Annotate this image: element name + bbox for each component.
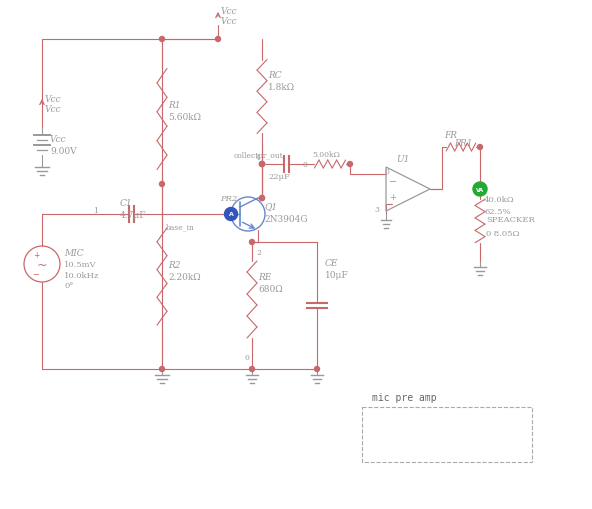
Text: 2N3904G: 2N3904G	[264, 214, 308, 223]
Text: SPEACKER: SPEACKER	[486, 216, 535, 223]
Text: 10.5mV: 10.5mV	[64, 261, 96, 268]
Text: 4.7μF: 4.7μF	[120, 210, 147, 219]
Circle shape	[159, 367, 165, 372]
Text: 40.0kΩ: 40.0kΩ	[484, 195, 514, 204]
Text: PR2: PR2	[220, 194, 237, 203]
Circle shape	[478, 187, 482, 192]
Text: Vcc: Vcc	[50, 135, 66, 144]
Text: base_in: base_in	[166, 222, 195, 231]
Text: 2.20kΩ: 2.20kΩ	[168, 273, 201, 282]
Text: RC: RC	[268, 70, 282, 79]
Text: +: +	[33, 250, 39, 259]
Text: A: A	[229, 212, 233, 217]
Text: VA: VA	[476, 187, 484, 192]
Text: +: +	[390, 193, 397, 202]
Circle shape	[159, 38, 165, 42]
Text: −: −	[389, 177, 397, 187]
Text: R2: R2	[168, 260, 181, 269]
Text: 22μF: 22μF	[268, 173, 290, 181]
Circle shape	[259, 162, 265, 167]
Text: mic pre amp: mic pre amp	[372, 392, 437, 402]
Text: Vcc: Vcc	[45, 104, 62, 114]
Circle shape	[249, 367, 255, 372]
Circle shape	[224, 208, 237, 221]
Text: 9.00V: 9.00V	[50, 147, 76, 156]
Text: FR: FR	[444, 131, 457, 140]
Text: 62.5%: 62.5%	[484, 208, 510, 216]
Text: 4: 4	[256, 154, 261, 162]
Text: 0: 0	[302, 161, 307, 168]
Text: 0: 0	[244, 353, 249, 361]
Text: 10.0kHz: 10.0kHz	[64, 271, 99, 279]
Circle shape	[159, 182, 165, 187]
Text: 0 8.05Ω: 0 8.05Ω	[486, 230, 519, 238]
Circle shape	[249, 240, 255, 245]
Circle shape	[478, 145, 482, 150]
Text: Vcc: Vcc	[45, 94, 62, 103]
Text: 10μF: 10μF	[325, 270, 349, 279]
Circle shape	[473, 183, 487, 196]
Text: CE: CE	[325, 258, 339, 267]
Text: ~: ~	[37, 258, 47, 271]
Circle shape	[348, 162, 352, 167]
Circle shape	[314, 367, 320, 372]
Circle shape	[259, 162, 265, 167]
Circle shape	[259, 162, 265, 167]
Circle shape	[259, 196, 265, 201]
Circle shape	[259, 196, 265, 201]
Text: 0°: 0°	[64, 281, 73, 290]
Text: 3: 3	[374, 206, 379, 214]
Text: 680Ω: 680Ω	[258, 285, 282, 294]
Circle shape	[215, 38, 220, 42]
Text: Q1: Q1	[264, 202, 277, 211]
Text: PR1: PR1	[454, 139, 472, 148]
Text: MIC: MIC	[64, 248, 83, 257]
Text: 1: 1	[93, 207, 98, 215]
Text: Vcc: Vcc	[221, 17, 237, 26]
Text: U1: U1	[396, 155, 410, 164]
Text: collector_out: collector_out	[234, 151, 284, 159]
Text: 5.60kΩ: 5.60kΩ	[168, 114, 201, 122]
Text: −: −	[33, 270, 40, 279]
Text: 5.00kΩ: 5.00kΩ	[312, 151, 340, 159]
Text: RE: RE	[258, 273, 271, 282]
Text: Vcc: Vcc	[221, 8, 237, 16]
Text: R1: R1	[168, 100, 181, 109]
Text: 2: 2	[256, 248, 261, 257]
Text: 1.8kΩ: 1.8kΩ	[268, 83, 295, 92]
Text: C1: C1	[120, 198, 133, 207]
Text: 0: 0	[384, 167, 389, 176]
